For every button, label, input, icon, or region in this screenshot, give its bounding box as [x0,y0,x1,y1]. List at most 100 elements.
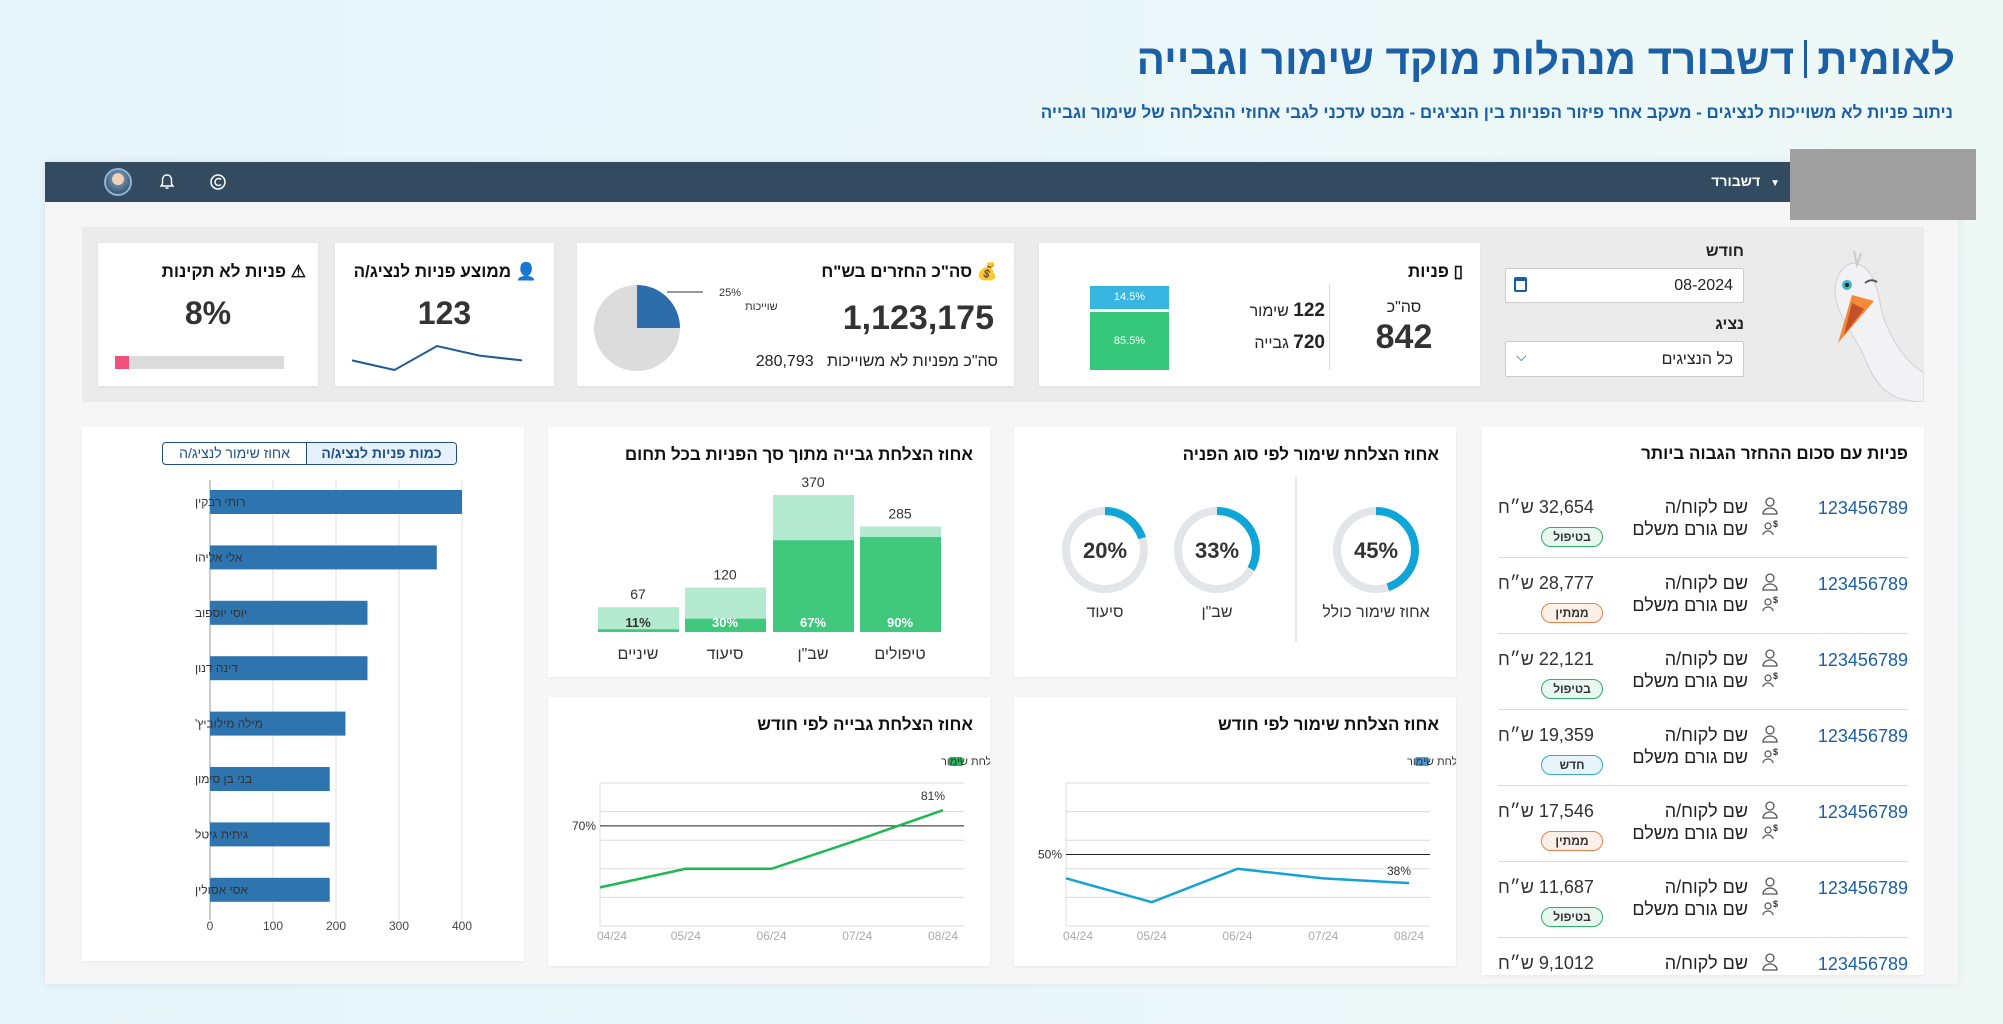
inquiry-id-link[interactable]: 123456789 [1817,802,1908,822]
agent-bar [210,490,462,514]
x-tick-label: 04/24 [597,929,627,943]
x-tick-label: 06/24 [1222,929,1252,943]
page-subtitle: ניתוב פניות לא משוייכות לנציגים - מעקב א… [1040,103,1953,122]
legend-swatch [1415,757,1429,766]
dashboard-menu[interactable]: ▼ דשבורד [1711,173,1780,189]
bell-icon[interactable] [159,173,175,191]
list-item[interactable]: 123456789 שם לקוח/ה $ שם גורם משלם 9,101… [1498,938,1908,975]
payer-name: שם גורם משלם [1632,671,1748,691]
invalid-progress-bar [115,356,284,369]
success-percent-label: 30% [712,615,738,630]
customer-name: שם לקוח/ה [1664,877,1748,897]
pie-percent-label: 25% [719,287,741,299]
svg-text:$: $ [1773,519,1778,529]
agent-bar [210,545,437,570]
inquiry-id-link[interactable]: 123456789 [1817,498,1908,518]
customer-name: שם לקוח/ה [1664,953,1748,973]
customer-name: שם לקוח/ה [1664,801,1748,821]
list-item[interactable]: 123456789 שם לקוח/ה $ שם גורם משלם 32,65… [1498,482,1908,558]
user-icon [1762,725,1778,743]
collection-monthly-title: אחוז הצלחת גבייה לפי חודש [757,715,973,734]
legend-swatch [949,757,963,766]
payer-name: שם גורם משלם [1632,595,1748,615]
agent-label: אסי אסולין [195,883,248,897]
calendar-icon[interactable] [1514,277,1527,292]
avatar[interactable] [104,168,132,196]
payer-name: שם גורם משלם [1632,899,1748,919]
tab-inquiries-per-agent[interactable]: כמות פניות לנציג/ה [306,443,456,464]
top-returns-title: פניות עם סכום ההחזר הגבוה ביותר [1641,444,1908,463]
agent-label: נציג [1715,316,1744,333]
amount: 19,359 ש״ח [1498,725,1594,745]
status-badge: בטיפול [1541,907,1603,927]
unassigned-pie: 25% לא משוייכות [594,285,777,371]
copyright-icon[interactable] [209,173,227,191]
total-label: 120 [713,567,737,583]
agent-label: מילה מילוביץ' [195,717,263,731]
dashboard-title: דשבורד מנהלות מוקד שימור וגבייה [1136,36,1795,83]
list-item[interactable]: 123456789 שם לקוח/ה $ שם גורם משלם 28,77… [1498,558,1908,634]
end-value-label: 38% [1387,864,1411,878]
payer-name: שם גורם משלם [1632,823,1748,843]
unassigned-returns: סה"כ מפניות לא משוייכות 280,793 [755,353,998,370]
month-label: חודש [1705,243,1744,260]
user-icon [1762,573,1778,591]
payer-icon: $ [1762,823,1778,840]
agent-label: דינה דנון [195,661,238,675]
reference-label: 70% [572,819,596,833]
success-bar [773,540,854,632]
list-item[interactable]: 123456789 שם לקוח/ה $ שם גורם משלם 19,35… [1498,710,1908,786]
success-percent-label: 67% [800,615,826,630]
retention-donuts: 45% אחוז שימור כולל 33% שב"ן 20% סיעוד [1062,477,1430,642]
inquiry-id-link[interactable]: 123456789 [1817,650,1908,670]
inquiry-id-link[interactable]: 123456789 [1817,954,1908,974]
dashboard-menu-label: דשבורד [1711,173,1761,189]
total-label: 285 [888,505,912,521]
donut-value: 20% [1083,538,1127,563]
avg-inquiries-value: 123 [417,295,472,331]
donut-value: 45% [1354,538,1398,563]
month-date-input[interactable]: 08-2024 [1505,268,1744,303]
list-item[interactable]: 123456789 שם לקוח/ה $ שם גורם משלם 17,54… [1498,786,1908,862]
x-tick-label: 200 [326,919,346,933]
agent-value: כל הנציגים [1661,351,1733,368]
donut-value: 33% [1195,538,1239,563]
user-icon [1762,801,1778,819]
donut-progress [1333,507,1419,593]
x-tick-label: 05/24 [671,929,701,943]
total-label: סה"כ [1386,299,1422,316]
donut-label: שב"ן [1201,604,1232,621]
money-bag-icon: 💰 [972,262,998,281]
inquiry-id-link[interactable]: 123456789 [1817,878,1908,898]
agent-label: אלי אליהו [195,550,243,564]
total-label: 67 [630,586,646,602]
retention-count: 122 שימור [1249,300,1325,321]
agent-select[interactable]: כל הנציגים ⌵ [1505,341,1744,377]
list-item[interactable]: 123456789 שם לקוח/ה $ שם גורם משלם 11,68… [1498,862,1908,938]
customer-name: שם לקוח/ה [1664,725,1748,745]
reference-label: 50% [1038,848,1062,862]
donut-label: סיעוד [1087,604,1124,621]
inquiry-id-link[interactable]: 123456789 [1817,574,1908,594]
payer-name: שם גורם משלם [1632,519,1748,539]
collection-monthly-chart: אחוז הצלחת שימור 70% 81% 04/24 05/24 06/24 07/… [572,755,990,943]
sparkline-line [351,344,523,372]
series-line [1065,867,1410,904]
list-item[interactable]: 123456789 שם לקוח/ה $ שם גורם משלם 22,12… [1498,634,1908,710]
svg-text:$: $ [1773,823,1778,833]
x-tick-label: 08/24 [928,929,958,943]
inquiry-id-link[interactable]: 123456789 [1817,726,1908,746]
status-badge: ממתין [1541,603,1603,623]
month-value: 08-2024 [1674,277,1733,294]
payer-name: שם גורם משלם [1632,747,1748,767]
user-icon [1762,953,1778,971]
tab-retention-per-agent[interactable]: אחוז שימור לנציג/ה [179,445,290,461]
amount: 11,687 ש״ח [1498,877,1594,897]
total-returns-card: 💰 סה"כ החזרים בש"ח 1,123,175 סה"כ מפניות… [577,243,1014,386]
amount: 28,777 ש״ח [1498,573,1594,593]
retention-by-type-title: אחוז הצלחת שימור לפי סוג הפניה [1182,445,1439,464]
donut-progress [1062,507,1148,593]
payer-icon: $ [1762,747,1778,764]
x-tick-label: 08/24 [1394,929,1424,943]
category-label: שיניים [618,646,659,663]
